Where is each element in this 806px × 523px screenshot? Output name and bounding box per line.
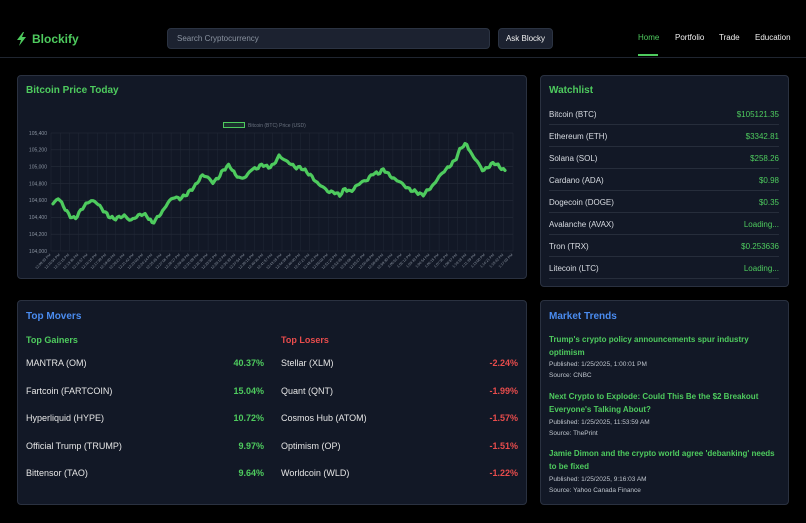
top-movers-panel [17, 300, 527, 505]
loser-name[interactable]: Stellar (XLM) [281, 358, 334, 368]
news-published: Published: 1/25/2025, 1:00:01 PM [549, 361, 647, 368]
watchlist-coin-price: Loading... [743, 264, 779, 273]
gainer-pct: 10.72% [233, 413, 264, 423]
watchlist-item-avax[interactable]: Avalanche (AVAX) Loading... [549, 213, 779, 235]
top-gainers-title: Top Gainers [26, 335, 78, 345]
chart-legend-label: Bitcoin (BTC) Price (USD) [248, 123, 306, 129]
loser-name[interactable]: Worldcoin (WLD) [281, 468, 350, 478]
loser-pct: -2.24% [489, 358, 518, 368]
chart-y-tick: 104,600 [29, 198, 47, 204]
gainer-pct: 40.37% [233, 358, 264, 368]
watchlist-item-ltc[interactable]: Litecoin (LTC) Loading... [549, 257, 779, 279]
news-headline[interactable]: Next Crypto to Explode: Could This Be th… [549, 392, 759, 414]
news-headline[interactable]: Trump's crypto policy announcements spur… [549, 335, 749, 357]
nav-active-underline [638, 54, 658, 56]
watchlist-item-doge[interactable]: Dogecoin (DOGE) $0.35 [549, 191, 779, 213]
gainer-pct: 15.04% [233, 386, 264, 396]
chart-y-tick: 105,400 [29, 131, 47, 137]
loser-name[interactable]: Cosmos Hub (ATOM) [281, 413, 367, 423]
watchlist-item-ada[interactable]: Cardano (ADA) $0.98 [549, 169, 779, 191]
lightning-icon [17, 32, 26, 46]
watchlist-coin-name: Cardano (ADA) [549, 176, 604, 185]
news-source: Source: ThePrint [549, 430, 598, 437]
watchlist-item-trx[interactable]: Tron (TRX) $0.253636 [549, 235, 779, 257]
nav-portfolio[interactable]: Portfolio [675, 33, 705, 42]
market-trends-panel [540, 300, 789, 505]
loser-pct: -1.22% [489, 468, 518, 478]
news-published: Published: 1/25/2025, 9:16:03 AM [549, 476, 647, 483]
news-headline[interactable]: Jamie Dimon and the crypto world agree '… [549, 449, 775, 471]
watchlist-coin-name: Avalanche (AVAX) [549, 220, 614, 229]
gainer-pct: 9.64% [238, 468, 264, 478]
nav-home[interactable]: Home [638, 33, 660, 42]
loser-pct: -1.57% [489, 413, 518, 423]
watchlist-coin-price: $0.253636 [741, 242, 779, 251]
gainer-pct: 9.97% [238, 441, 264, 451]
loser-name[interactable]: Optimism (OP) [281, 441, 341, 451]
gainer-name[interactable]: Fartcoin (FARTCOIN) [26, 386, 113, 396]
watchlist-title: Watchlist [549, 85, 594, 96]
top-movers-title: Top Movers [26, 311, 82, 322]
chart-y-tick: 105,200 [29, 148, 47, 154]
price-panel [17, 75, 527, 279]
watchlist-coin-name: Solana (SOL) [549, 154, 598, 163]
watchlist-coin-name: Dogecoin (DOGE) [549, 198, 614, 207]
top-losers-title: Top Losers [281, 335, 329, 345]
chart-y-tick: 104,400 [29, 215, 47, 221]
gainer-name[interactable]: Hyperliquid (HYPE) [26, 413, 105, 423]
watchlist-item-sol[interactable]: Solana (SOL) $258.26 [549, 147, 779, 169]
search-input[interactable] [167, 28, 490, 49]
chart-y-tick: 104,000 [29, 249, 47, 255]
news-published: Published: 1/25/2025, 11:53:59 AM [549, 419, 650, 426]
watchlist-coin-name: Bitcoin (BTC) [549, 110, 597, 119]
nav-trade[interactable]: Trade [719, 33, 740, 42]
price-line-chart: 105,400 105,200 105,000 104,800 104,600 104,4… [29, 131, 514, 270]
market-trends-title: Market Trends [549, 311, 617, 322]
gainer-name[interactable]: Bittensor (TAO) [26, 468, 88, 478]
btc-price-line [51, 141, 507, 225]
nav-education[interactable]: Education [755, 33, 791, 42]
chart-y-tick: 104,200 [29, 232, 47, 238]
chart-y-tick: 104,800 [29, 181, 47, 187]
watchlist-coin-price: $0.35 [758, 198, 779, 207]
brand-name: Blockify [32, 31, 79, 46]
news-source: Source: CNBC [549, 372, 592, 379]
top-header: Blockify Ask Blocky Home Portfolio Trade… [0, 0, 806, 58]
gainer-name[interactable]: MANTRA (OM) [26, 358, 87, 368]
watchlist-coin-name: Litecoin (LTC) [549, 264, 599, 273]
loser-name[interactable]: Quant (QNT) [281, 386, 334, 396]
loser-pct: -1.51% [489, 441, 518, 451]
watchlist-panel [540, 75, 789, 287]
watchlist-item-eth[interactable]: Ethereum (ETH) $3342.81 [549, 125, 779, 147]
news-source: Source: Yahoo Canada Finance [549, 487, 641, 494]
ask-blocky-button[interactable]: Ask Blocky [498, 28, 553, 49]
watchlist-item-btc[interactable]: Bitcoin (BTC) $105121.35 [549, 103, 779, 125]
watchlist-coin-price: $258.26 [750, 154, 779, 163]
watchlist-coin-price: Loading... [743, 220, 779, 229]
watchlist-coin-price: $3342.81 [745, 132, 779, 141]
gainer-name[interactable]: Official Trump (TRUMP) [26, 441, 122, 451]
watchlist-coin-price: $0.98 [758, 176, 779, 185]
loser-pct: -1.99% [489, 386, 518, 396]
watchlist-coin-name: Ethereum (ETH) [549, 132, 608, 141]
watchlist-coin-name: Tron (TRX) [549, 242, 589, 251]
watchlist-coin-price: $105121.35 [736, 110, 779, 119]
price-panel-title: Bitcoin Price Today [26, 85, 119, 96]
chart-legend-swatch [223, 122, 245, 128]
brand-logo[interactable]: Blockify [16, 31, 79, 46]
chart-y-tick: 105,000 [29, 165, 47, 171]
